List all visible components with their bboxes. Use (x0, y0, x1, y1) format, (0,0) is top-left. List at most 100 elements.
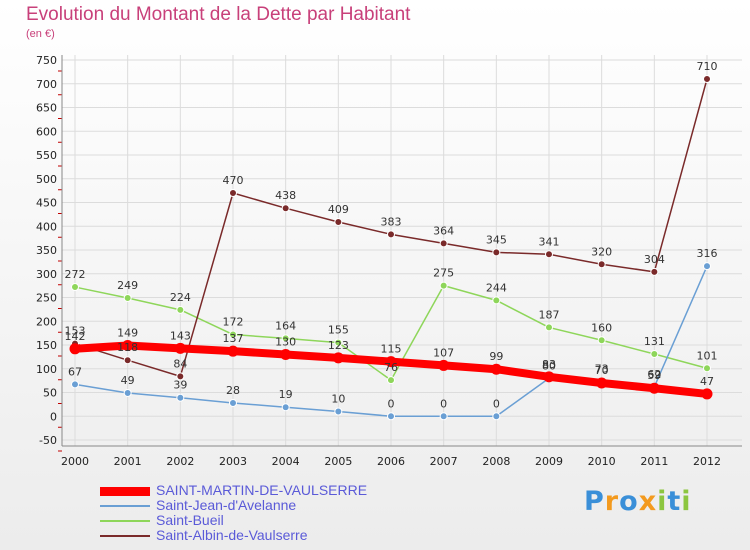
data-point (387, 230, 395, 239)
data-point (439, 281, 448, 290)
data-label: 99 (489, 350, 503, 363)
data-label: 107 (433, 346, 454, 359)
data-point (703, 364, 711, 373)
y-tick-label: 400 (36, 220, 57, 233)
data-label: 0 (388, 397, 395, 410)
y-tick-label: 450 (36, 197, 57, 210)
data-label: 62 (647, 368, 661, 381)
data-label: 131 (644, 335, 665, 348)
data-point (334, 338, 343, 347)
data-point (650, 267, 659, 276)
data-label: 155 (328, 324, 349, 337)
y-tick-label: 700 (36, 78, 57, 91)
logo-letter: P (584, 486, 605, 517)
data-point (596, 377, 608, 389)
legend-swatch (100, 505, 150, 507)
legend-label: Saint-Bueil (156, 512, 224, 528)
data-label: 316 (697, 247, 718, 260)
data-label: 244 (486, 281, 507, 294)
data-point (650, 350, 659, 359)
data-label: 39 (173, 379, 187, 392)
data-label: 70 (595, 364, 609, 377)
data-label: 49 (121, 374, 135, 387)
x-tick-label: 2002 (166, 455, 194, 468)
data-label: 470 (223, 174, 244, 187)
data-point (176, 305, 185, 314)
data-point (438, 359, 450, 371)
data-point (280, 349, 292, 360)
data-label: 137 (223, 332, 244, 345)
data-label: 47 (700, 375, 714, 388)
y-tick-label: 350 (36, 244, 57, 257)
data-label: 149 (117, 326, 138, 339)
data-point (545, 323, 553, 332)
data-point (281, 334, 290, 343)
data-label: 80 (542, 359, 556, 372)
unit-label: (en €) (26, 28, 55, 40)
y-tick-label: 600 (36, 125, 57, 138)
data-point (387, 376, 395, 385)
logo-letter: o (619, 486, 639, 517)
data-label: 364 (433, 224, 454, 237)
data-label: 249 (117, 279, 138, 292)
x-tick-label: 2008 (482, 455, 510, 468)
data-point (387, 412, 395, 421)
data-label: 164 (275, 319, 296, 332)
y-tick-label: 100 (36, 363, 57, 376)
data-point (176, 372, 185, 381)
data-label: 123 (328, 339, 349, 352)
y-tick-label: 150 (36, 339, 57, 352)
legend-label: Saint-Jean-d'Avelanne (156, 497, 297, 513)
data-label: 84 (173, 357, 187, 370)
data-label: 115 (381, 343, 402, 356)
logo-letter: x (638, 486, 658, 517)
data-point (703, 262, 711, 271)
data-label: 224 (170, 291, 191, 304)
data-point (229, 189, 237, 197)
data-point (229, 330, 237, 339)
data-label: 409 (328, 203, 349, 216)
data-label: 19 (279, 388, 293, 401)
data-label: 143 (170, 329, 191, 342)
data-point (174, 342, 186, 354)
data-point (492, 248, 501, 257)
data-point (597, 260, 606, 269)
data-point (71, 380, 79, 389)
data-label: 10 (331, 393, 345, 406)
data-point (492, 296, 501, 305)
y-tick-label: 0 (50, 410, 57, 423)
x-tick-label: 2000 (61, 455, 89, 468)
y-tick-label: 200 (36, 315, 57, 328)
axes: -500501001502002503003504004505005506006… (36, 54, 742, 468)
data-label: 83 (542, 358, 556, 371)
data-point (385, 356, 397, 368)
y-tick-label: 250 (36, 292, 57, 305)
data-point (490, 363, 502, 375)
data-label: 0 (440, 397, 447, 410)
chart-title: Evolution du Montant de la Dette par Hab… (26, 4, 411, 25)
proxiti-logo: Proxiti (584, 486, 692, 517)
y-tick-label: 550 (36, 149, 57, 162)
x-tick-label: 2011 (640, 455, 668, 468)
x-tick-label: 2001 (114, 455, 142, 468)
data-point (334, 217, 343, 226)
x-tick-label: 2010 (588, 455, 616, 468)
data-point (123, 356, 132, 365)
data-label: 142 (65, 330, 86, 343)
data-point (332, 352, 344, 364)
data-label: 345 (486, 233, 507, 246)
data-label: 76 (384, 361, 398, 374)
data-point (227, 345, 239, 357)
y-tick-label: 750 (36, 54, 57, 67)
x-tick-label: 2012 (693, 455, 721, 468)
data-label: 320 (591, 245, 612, 258)
y-tick-label: 300 (36, 268, 57, 281)
data-point (648, 382, 660, 394)
data-point (229, 398, 237, 407)
data-point (492, 412, 501, 421)
legend-swatch (100, 487, 150, 496)
data-point (123, 388, 132, 397)
x-tick-label: 2007 (430, 455, 458, 468)
data-label: 153 (65, 325, 86, 338)
data-label: 28 (226, 384, 240, 397)
